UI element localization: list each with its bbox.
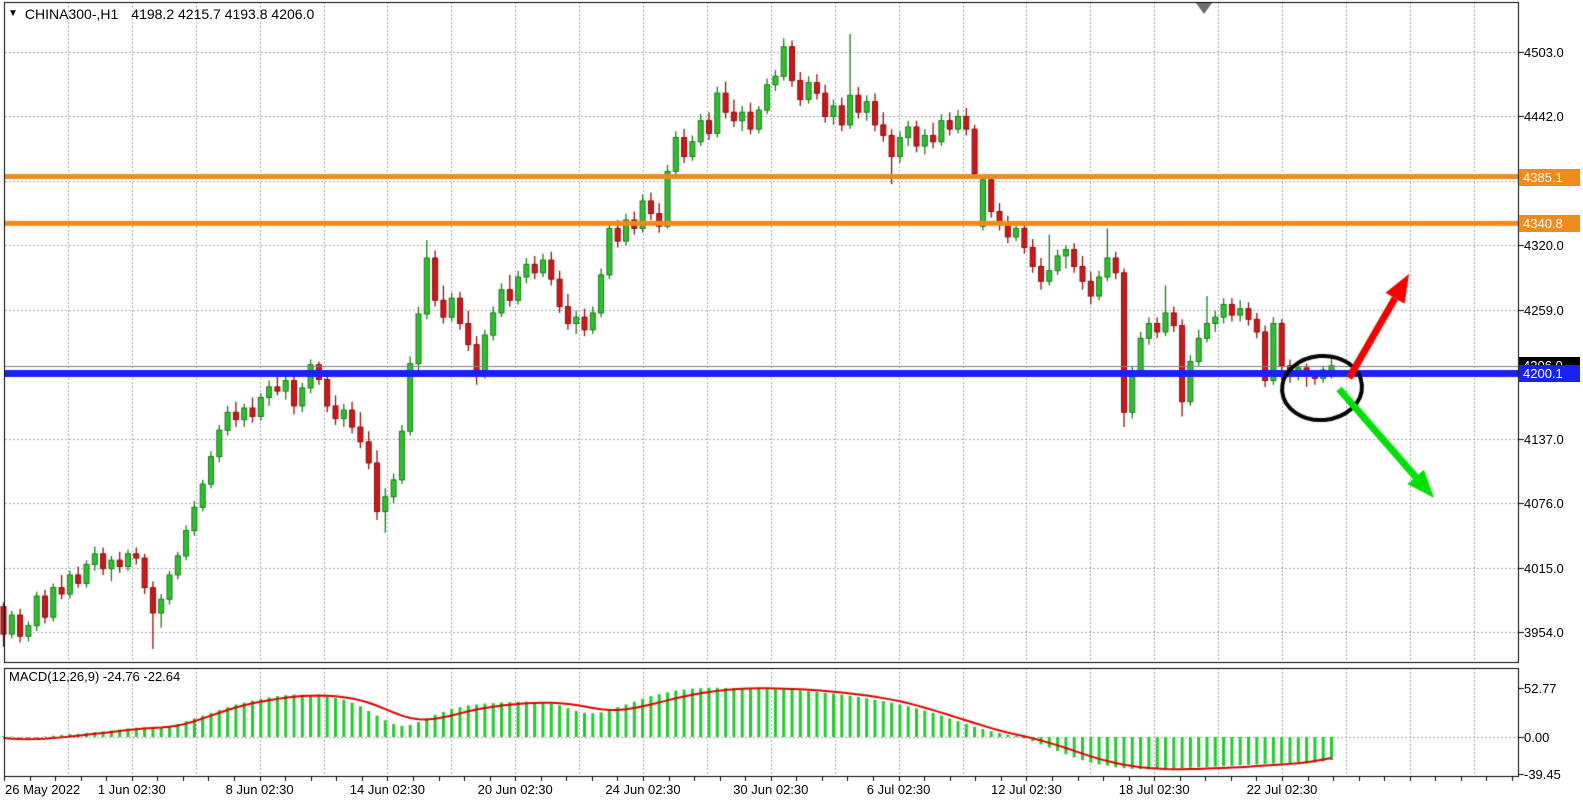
symbol-period-label: CHINA300-,H1 xyxy=(24,6,119,22)
price-axis-label: 4076.0 xyxy=(1524,496,1564,512)
time-axis-label: 14 Jun 02:30 xyxy=(349,782,425,797)
time-axis-label: 22 Jul 02:30 xyxy=(1246,782,1318,797)
price-axis-label: 4442.0 xyxy=(1524,109,1564,125)
macd-axis-label: 52.77 xyxy=(1524,680,1557,696)
macd-axis-label: -39.45 xyxy=(1524,766,1561,782)
time-axis-label: 1 Jun 02:30 xyxy=(97,782,166,797)
time-axis-label: 24 Jun 02:30 xyxy=(605,782,681,797)
time-axis-label: 6 Jul 02:30 xyxy=(866,782,931,797)
price-axis-label: 4137.0 xyxy=(1524,431,1564,447)
price-axis-label: 4503.0 xyxy=(1524,45,1564,60)
resistance-level-badge-4340: 4340.8 xyxy=(1519,215,1580,233)
price-axis-label: 4015.0 xyxy=(1524,560,1564,576)
price-axis-label: 4320.0 xyxy=(1524,238,1564,254)
time-axis-label: 8 Jun 02:30 xyxy=(225,782,294,797)
macd-indicator-label: MACD(12,26,9) -24.76 -22.64 xyxy=(9,669,181,684)
price-axis-label: 4259.0 xyxy=(1524,302,1564,318)
time-axis-label: 12 Jul 02:30 xyxy=(990,782,1062,797)
time-axis-label: 20 Jun 02:30 xyxy=(477,782,553,797)
collapse-triangle-icon[interactable]: ▼ xyxy=(8,8,18,19)
time-axis-label: 26 May 2022 xyxy=(5,782,81,797)
support-level-badge-4200: 4200.1 xyxy=(1519,365,1580,382)
time-axis-label: 18 Jul 02:30 xyxy=(1118,782,1190,797)
resistance-level-badge-4385: 4385.1 xyxy=(1519,168,1580,186)
chart-title: ▼ CHINA300-,H1 4198.2 4215.7 4193.8 4206… xyxy=(8,6,314,22)
macd-axis-label: 0.00 xyxy=(1524,730,1550,745)
time-axis-label: 30 Jun 02:30 xyxy=(733,782,809,797)
price-axis-label: 3954.0 xyxy=(1524,624,1564,640)
ohlc-values: 4198.2 4215.7 4193.8 4206.0 xyxy=(131,6,315,22)
